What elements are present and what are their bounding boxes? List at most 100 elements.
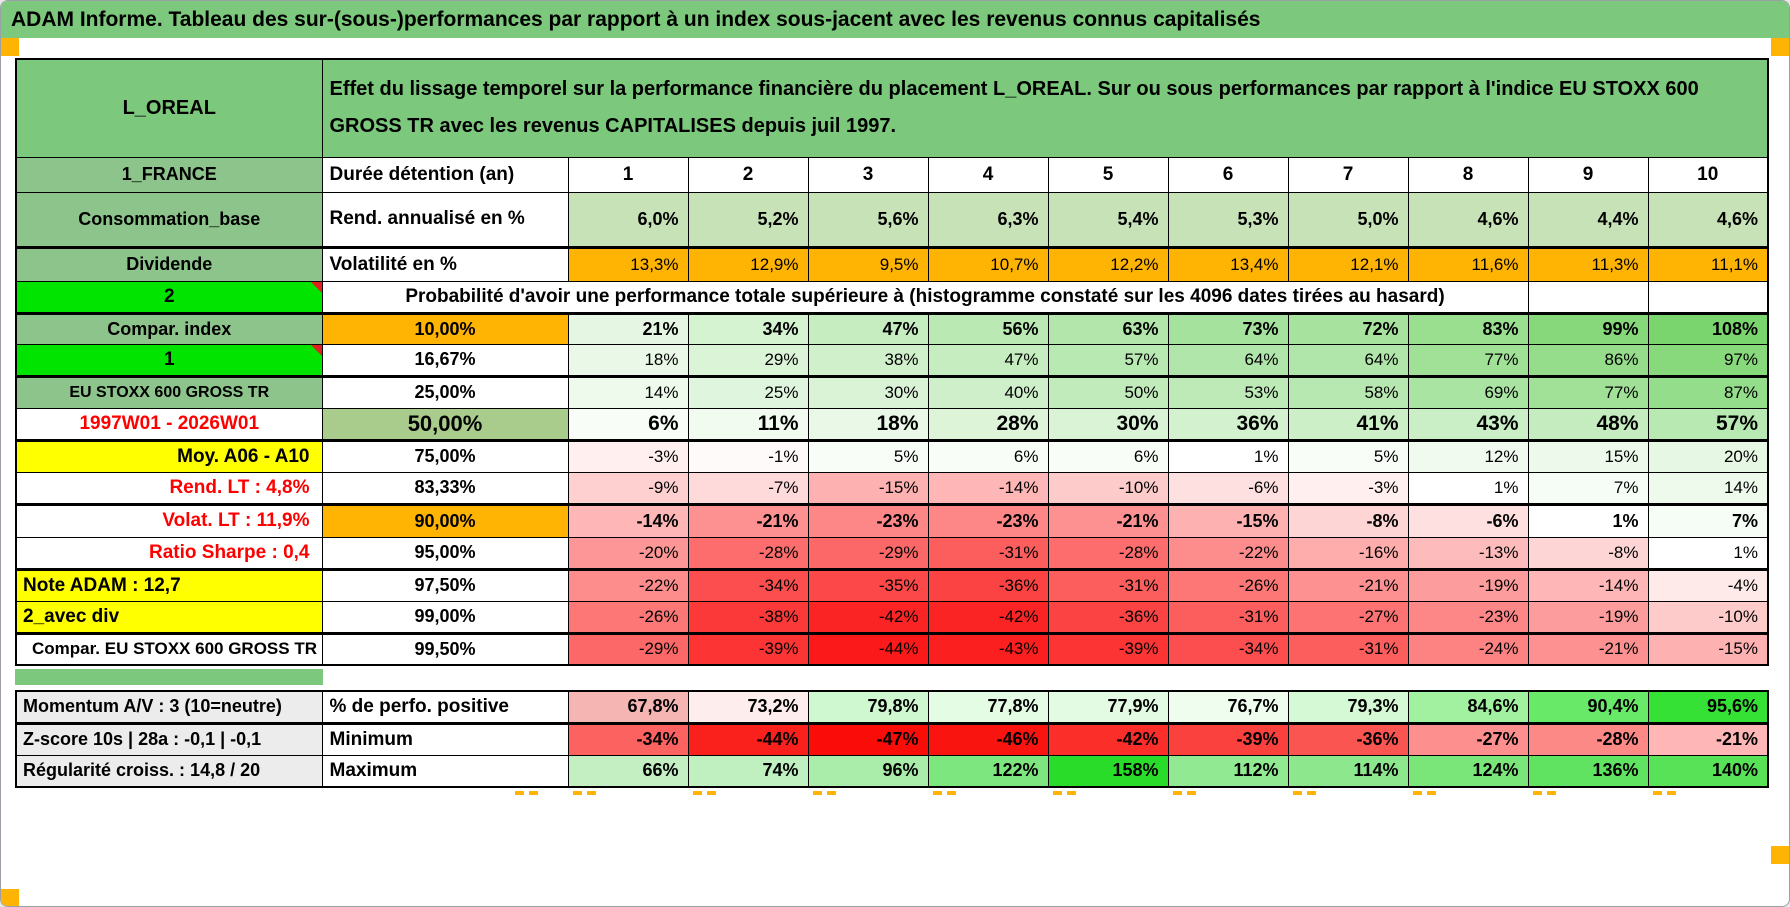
data-cell[interactable]: 13,3% [567, 246, 689, 282]
data-cell[interactable]: 136% [1527, 754, 1649, 788]
data-cell[interactable]: 83% [1407, 312, 1529, 345]
data-cell[interactable]: -23% [927, 503, 1049, 538]
data-cell[interactable]: 108% [1647, 312, 1769, 345]
data-cell[interactable]: -31% [1167, 600, 1289, 635]
data-cell[interactable]: 43% [1407, 407, 1529, 442]
data-cell[interactable]: 7% [1527, 471, 1649, 506]
data-cell[interactable]: 7% [1647, 503, 1769, 538]
year-col-header[interactable]: 4 [927, 156, 1049, 193]
data-cell[interactable]: -28% [1047, 536, 1169, 571]
row-label-cell[interactable]: Dividende [15, 246, 323, 282]
data-cell[interactable]: 12% [1407, 439, 1529, 473]
indicator-label-cell[interactable]: Momentum A/V : 3 (10=neutre) [15, 690, 323, 725]
data-cell[interactable]: 47% [927, 343, 1049, 378]
data-cell[interactable]: -35% [807, 568, 929, 602]
data-cell[interactable]: -19% [1407, 568, 1529, 602]
data-cell[interactable]: -9% [567, 471, 689, 506]
data-cell[interactable]: 6% [567, 407, 689, 442]
data-cell[interactable]: 1% [1167, 439, 1289, 473]
data-cell[interactable]: -34% [567, 722, 689, 756]
data-cell[interactable]: 12,1% [1287, 246, 1409, 282]
threshold-cell[interactable]: 10,00% [321, 312, 569, 345]
year-col-header[interactable]: 3 [807, 156, 929, 193]
data-cell[interactable]: -31% [927, 536, 1049, 571]
year-col-header[interactable]: 10 [1647, 156, 1769, 193]
data-cell[interactable]: 58% [1287, 375, 1409, 409]
threshold-cell[interactable]: 99,50% [321, 632, 569, 666]
data-cell[interactable]: 1% [1647, 536, 1769, 571]
year-col-header[interactable]: 9 [1527, 156, 1649, 193]
data-cell[interactable]: -23% [1407, 600, 1529, 635]
row-label-cell[interactable]: Ratio Sharpe : 0,4 [15, 536, 323, 571]
row-label-cell[interactable]: 1_FRANCE [15, 156, 323, 193]
data-cell[interactable]: -46% [927, 722, 1049, 756]
data-cell[interactable]: -10% [1647, 600, 1769, 635]
data-cell[interactable]: -8% [1527, 536, 1649, 571]
data-cell[interactable]: 95,6% [1647, 690, 1769, 725]
data-cell[interactable]: -44% [687, 722, 809, 756]
data-cell[interactable]: -26% [1167, 568, 1289, 602]
year-col-header[interactable]: 1 [567, 156, 689, 193]
row-label-cell[interactable]: EU STOXX 600 GROSS TR [15, 375, 323, 409]
data-cell[interactable]: 21% [567, 312, 689, 345]
data-cell[interactable]: -22% [567, 568, 689, 602]
row-label-cell[interactable]: Rend. LT : 4,8% [15, 471, 323, 506]
data-cell[interactable]: 1% [1527, 503, 1649, 538]
data-cell[interactable]: 64% [1167, 343, 1289, 378]
data-cell[interactable]: -8% [1287, 503, 1409, 538]
data-cell[interactable]: 124% [1407, 754, 1529, 788]
data-cell[interactable]: 34% [687, 312, 809, 345]
row-label-cell[interactable]: Note ADAM : 12,7 [15, 568, 323, 602]
data-cell[interactable]: 9,5% [807, 246, 929, 282]
data-cell[interactable]: 11,6% [1407, 246, 1529, 282]
data-cell[interactable]: -13% [1407, 536, 1529, 571]
data-cell[interactable]: -22% [1167, 536, 1289, 571]
data-cell[interactable]: -15% [807, 471, 929, 506]
data-cell[interactable]: -27% [1407, 722, 1529, 756]
data-cell[interactable]: 41% [1287, 407, 1409, 442]
indicator-label-cell[interactable]: Z-score 10s | 28a : -0,1 | -0,1 [15, 722, 323, 756]
data-cell[interactable]: 13,4% [1167, 246, 1289, 282]
data-cell[interactable]: 30% [1047, 407, 1169, 442]
data-cell[interactable]: 47% [807, 312, 929, 345]
data-cell[interactable]: -44% [807, 632, 929, 666]
data-cell[interactable]: -26% [567, 600, 689, 635]
data-cell[interactable]: -47% [807, 722, 929, 756]
data-cell[interactable]: -21% [687, 503, 809, 538]
data-cell[interactable]: -43% [927, 632, 1049, 666]
data-cell[interactable]: -36% [1287, 722, 1409, 756]
data-cell[interactable]: 11,3% [1527, 246, 1649, 282]
empty-cell[interactable] [1527, 280, 1649, 315]
data-cell[interactable]: -39% [1047, 632, 1169, 666]
data-cell[interactable]: 40% [927, 375, 1049, 409]
data-cell[interactable]: -16% [1287, 536, 1409, 571]
data-cell[interactable]: 5,6% [807, 191, 929, 249]
asset-name-cell[interactable]: L_OREAL [15, 58, 323, 158]
data-cell[interactable]: -6% [1407, 503, 1529, 538]
data-cell[interactable]: -39% [1167, 722, 1289, 756]
data-cell[interactable]: -29% [567, 632, 689, 666]
data-cell[interactable]: 50% [1047, 375, 1169, 409]
data-cell[interactable]: 11% [687, 407, 809, 442]
data-cell[interactable]: -14% [567, 503, 689, 538]
data-cell[interactable]: -27% [1287, 600, 1409, 635]
data-cell[interactable]: 56% [927, 312, 1049, 345]
data-cell[interactable]: -36% [1047, 600, 1169, 635]
empty-cell[interactable] [1647, 280, 1769, 315]
data-cell[interactable]: 97% [1647, 343, 1769, 378]
data-cell[interactable]: -28% [687, 536, 809, 571]
data-cell[interactable]: -6% [1167, 471, 1289, 506]
data-cell[interactable]: -23% [807, 503, 929, 538]
data-cell[interactable]: 5,3% [1167, 191, 1289, 249]
stat-label-cell[interactable]: % de perfo. positive [321, 690, 569, 725]
row-label-cell[interactable]: Compar. EU STOXX 600 GROSS TR [15, 632, 323, 666]
description-cell[interactable]: Effet du lissage temporel sur la perform… [321, 58, 1769, 158]
data-cell[interactable]: 5% [807, 439, 929, 473]
data-cell[interactable]: 87% [1647, 375, 1769, 409]
data-cell[interactable]: 79,8% [807, 690, 929, 725]
data-cell[interactable]: -21% [1647, 722, 1769, 756]
data-cell[interactable]: 29% [687, 343, 809, 378]
data-cell[interactable]: 1% [1407, 471, 1529, 506]
data-cell[interactable]: 57% [1647, 407, 1769, 442]
threshold-cell[interactable]: 16,67% [321, 343, 569, 378]
